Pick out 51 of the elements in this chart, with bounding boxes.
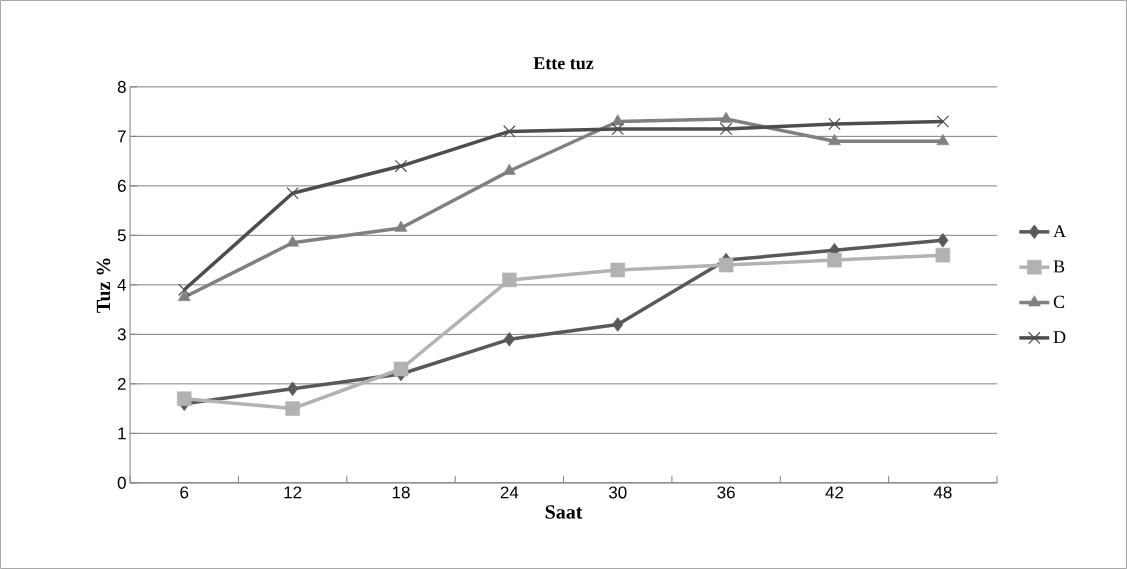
point [827, 252, 842, 268]
y-tick-label: 3 [117, 328, 126, 341]
point [394, 220, 408, 232]
x-tick-label: 18 [392, 486, 410, 499]
y-tick-label: 7 [117, 130, 126, 143]
legend-label: B [1053, 260, 1065, 273]
y-tick-label: 2 [117, 377, 126, 390]
point [503, 125, 516, 138]
chart-title: Ette tuz [533, 57, 594, 70]
y-tick-label: 5 [117, 229, 126, 242]
y-tick-label: 0 [117, 476, 126, 489]
point [177, 391, 192, 406]
point [935, 247, 951, 263]
x-tick-label: 48 [933, 486, 952, 499]
y-tick-label: 1 [118, 427, 126, 440]
point [719, 111, 733, 123]
point [503, 163, 516, 175]
y-tick-label: 6 [117, 179, 126, 192]
x-axis-title: Saat [545, 505, 583, 519]
x-tick-label: 6 [180, 486, 189, 499]
x-tick-label: 24 [500, 486, 519, 499]
point [937, 233, 949, 248]
legend-label: C [1053, 295, 1065, 308]
point [936, 115, 950, 128]
point [612, 317, 624, 332]
point [828, 134, 841, 146]
point [286, 235, 299, 247]
point [286, 187, 299, 200]
y-tick-label: 4 [117, 279, 127, 291]
y-axis-title: Tuz % [96, 258, 111, 313]
legend-label: D [1053, 331, 1066, 344]
y-tick-label: 8 [117, 80, 126, 93]
point [394, 159, 408, 173]
point [503, 332, 515, 347]
point [393, 361, 409, 377]
point [177, 283, 191, 297]
x-tick-label: 12 [284, 486, 302, 499]
point [610, 262, 625, 278]
point [287, 381, 299, 397]
x-tick-label: 42 [825, 486, 844, 499]
point [285, 401, 300, 416]
point [611, 122, 624, 136]
x-tick-label: 30 [608, 486, 627, 499]
point [719, 122, 733, 136]
point [611, 114, 625, 126]
point [936, 134, 950, 146]
x-tick-label: 36 [717, 486, 735, 499]
legend-label: A [1053, 225, 1066, 238]
point [718, 257, 734, 273]
point [828, 117, 841, 131]
point [502, 272, 517, 288]
